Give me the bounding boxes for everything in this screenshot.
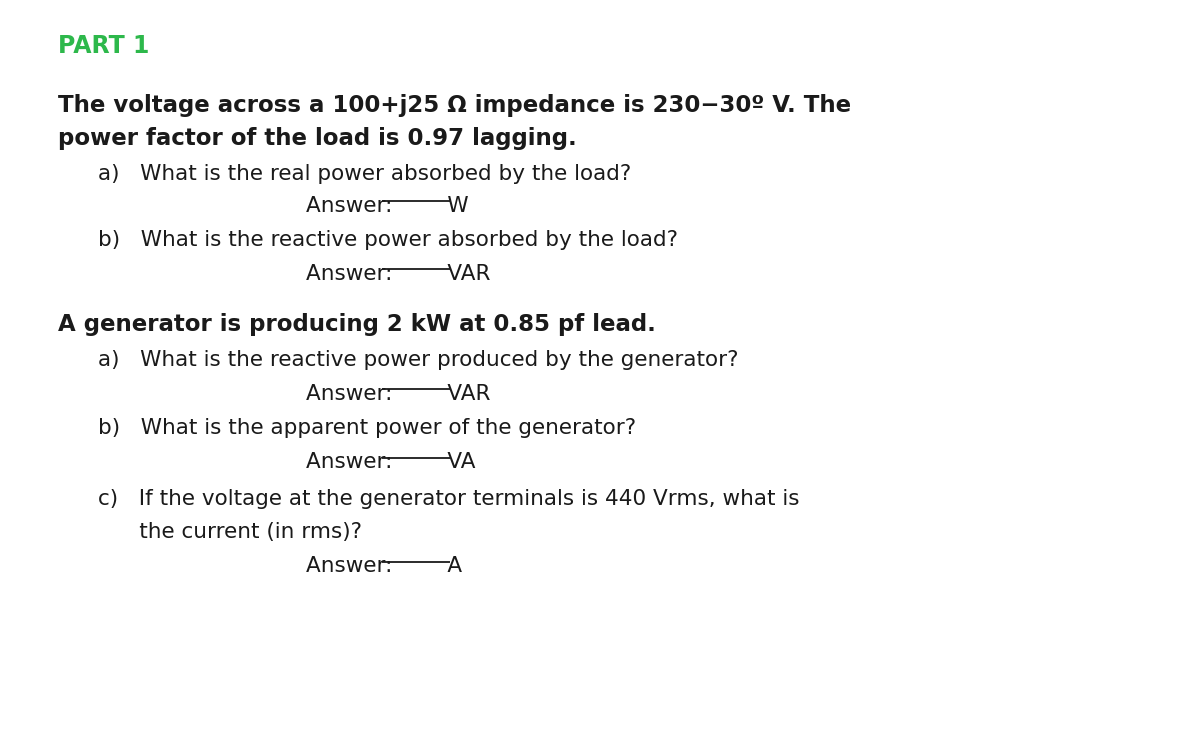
Text: Answer:        VAR: Answer: VAR: [306, 384, 491, 404]
Text: c)   If the voltage at the generator terminals is 440 Vrms, what is: c) If the voltage at the generator termi…: [98, 489, 800, 509]
Text: a)   What is the real power absorbed by the load?: a) What is the real power absorbed by th…: [98, 164, 631, 184]
Text: a)   What is the reactive power produced by the generator?: a) What is the reactive power produced b…: [98, 350, 739, 370]
Text: power factor of the load is 0.97 lagging.: power factor of the load is 0.97 lagging…: [58, 127, 576, 150]
Text: Answer:        A: Answer: A: [306, 556, 462, 577]
Text: the current (in rms)?: the current (in rms)?: [98, 522, 362, 542]
Text: b)   What is the reactive power absorbed by the load?: b) What is the reactive power absorbed b…: [98, 230, 678, 250]
Text: The voltage across a 100+j25 Ω impedance is 230−30º V. The: The voltage across a 100+j25 Ω impedance…: [58, 94, 851, 118]
Text: Answer:        W: Answer: W: [306, 196, 469, 216]
Text: PART 1: PART 1: [58, 34, 149, 58]
Text: Answer:        VAR: Answer: VAR: [306, 264, 491, 284]
Text: b)   What is the apparent power of the generator?: b) What is the apparent power of the gen…: [98, 418, 636, 439]
Text: Answer:        VA: Answer: VA: [306, 452, 475, 473]
Text: A generator is producing 2 kW at 0.85 pf lead.: A generator is producing 2 kW at 0.85 pf…: [58, 313, 655, 336]
